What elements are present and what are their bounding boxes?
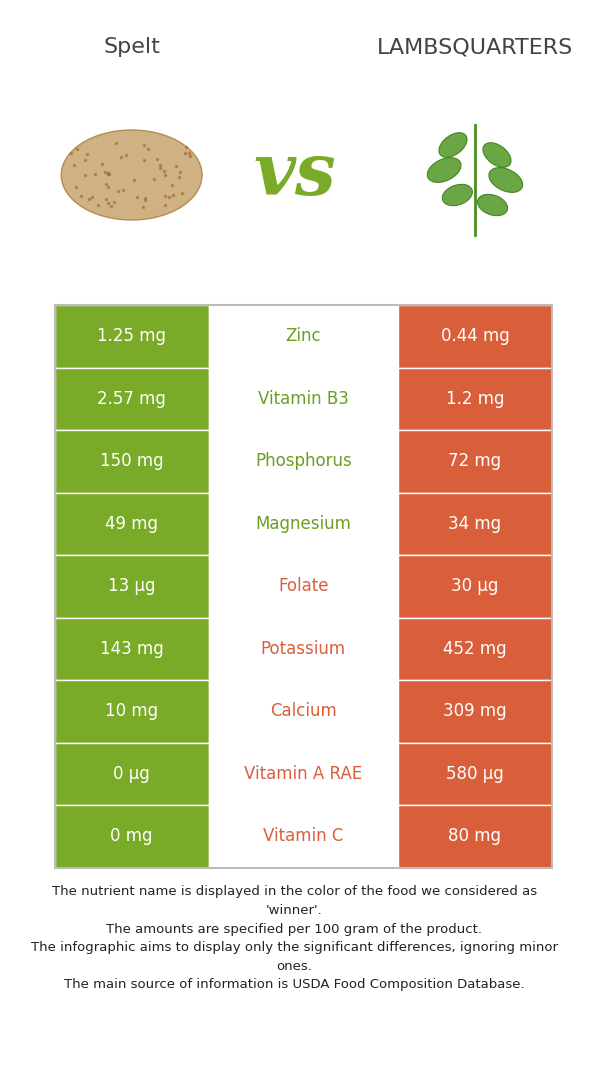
Bar [209,680,398,743]
Text: 580 μg: 580 μg [446,764,504,783]
Text: 1.25 mg: 1.25 mg [97,327,166,345]
Text: 30 μg: 30 μg [451,578,499,595]
Bar [209,743,398,805]
Text: Phosphorus: Phosphorus [255,452,352,470]
Text: 309 mg: 309 mg [443,702,507,720]
Text: Vitamin C: Vitamin C [263,827,343,846]
Bar [55,367,209,430]
Bar [398,555,552,618]
Text: Calcium: Calcium [270,702,337,720]
Bar [398,618,552,680]
Text: 2.57 mg: 2.57 mg [97,390,166,408]
Text: vs: vs [253,140,336,210]
Bar [209,305,398,367]
Text: 72 mg: 72 mg [448,452,501,470]
Text: 13 μg: 13 μg [108,578,155,595]
Bar [398,680,552,743]
Ellipse shape [489,168,522,192]
Text: Folate: Folate [278,578,329,595]
Text: Vitamin B3: Vitamin B3 [258,390,349,408]
Bar [398,805,552,867]
Bar [55,805,209,867]
Text: 0.44 mg: 0.44 mg [441,327,509,345]
Bar [55,430,209,492]
Text: Vitamin A RAE: Vitamin A RAE [244,764,362,783]
Text: 452 mg: 452 mg [443,640,507,658]
Bar [209,555,398,618]
Ellipse shape [61,130,202,220]
Bar [398,743,552,805]
Bar [209,430,398,492]
Bar [209,492,398,555]
Text: 0 μg: 0 μg [113,764,150,783]
Ellipse shape [483,143,511,167]
Ellipse shape [439,132,467,157]
Bar [55,492,209,555]
Bar [398,305,552,367]
Bar [209,618,398,680]
Ellipse shape [478,194,508,216]
Text: 34 mg: 34 mg [448,515,501,532]
Bar [55,743,209,805]
Bar [55,680,209,743]
Ellipse shape [427,157,461,182]
Text: 143 mg: 143 mg [100,640,164,658]
Bar [398,492,552,555]
Text: The nutrient name is displayed in the color of the food we considered as
'winner: The nutrient name is displayed in the co… [31,886,558,991]
Text: Zinc: Zinc [286,327,321,345]
Bar [55,305,209,367]
Text: 1.2 mg: 1.2 mg [446,390,504,408]
Text: Magnesium: Magnesium [256,515,351,532]
Bar [55,618,209,680]
Text: Spelt: Spelt [103,37,160,57]
Text: 150 mg: 150 mg [100,452,164,470]
Text: 49 mg: 49 mg [105,515,158,532]
Text: 80 mg: 80 mg [448,827,501,846]
Text: LAMBSQUARTERS: LAMBSQUARTERS [377,37,573,57]
Bar [398,367,552,430]
Bar [55,555,209,618]
Text: 10 mg: 10 mg [105,702,158,720]
Bar [209,805,398,867]
Text: Potassium: Potassium [261,640,346,658]
Bar [398,430,552,492]
Bar [209,367,398,430]
Bar [55,305,552,867]
Text: 0 mg: 0 mg [110,827,153,846]
Ellipse shape [442,184,472,206]
